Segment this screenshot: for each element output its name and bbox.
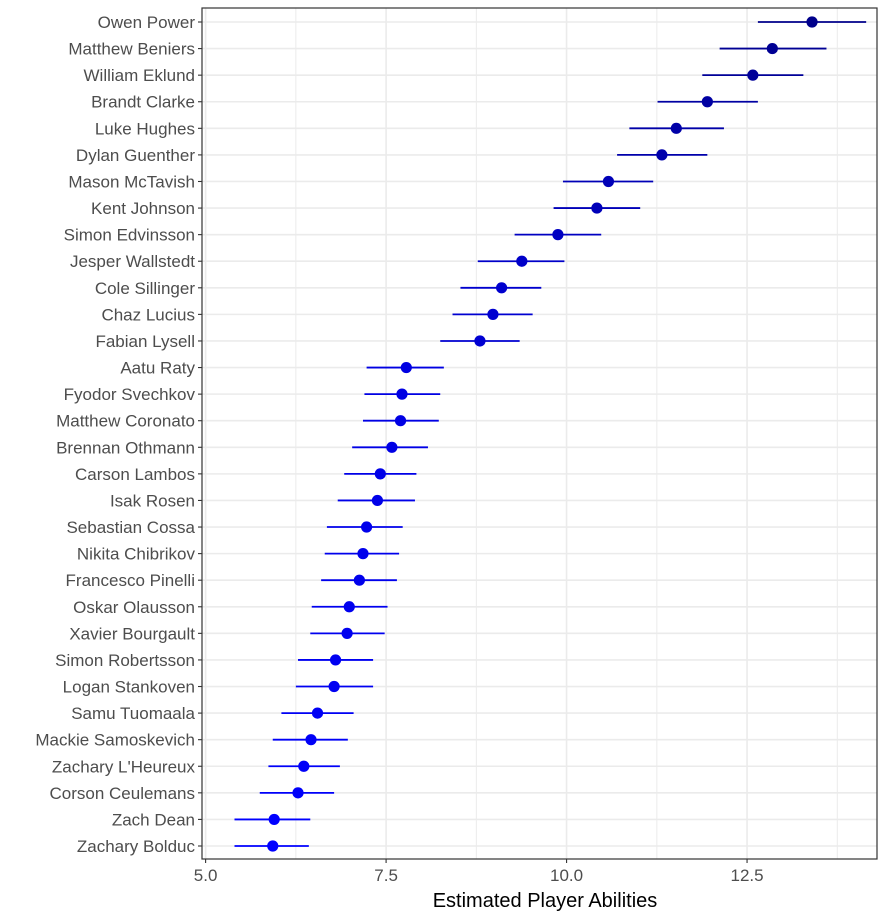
player-name-label: Fyodor Svechkov — [64, 385, 196, 404]
estimate-point — [394, 415, 407, 427]
estimate-point — [298, 760, 310, 772]
player-name-label: Nikita Chibrikov — [77, 545, 196, 564]
x-tick-label: 5.0 — [194, 866, 218, 885]
x-tick-label: 12.5 — [731, 866, 764, 885]
player-name-label: Simon Edvinsson — [64, 226, 195, 245]
estimate-point — [766, 42, 778, 55]
panel-background — [202, 8, 877, 859]
player-name-label: Matthew Coronato — [56, 412, 195, 431]
player-name-label: Corson Ceulemans — [49, 784, 195, 803]
player-name-label: Carson Lambos — [75, 465, 195, 484]
estimate-point — [371, 494, 384, 507]
estimate-point — [343, 601, 355, 613]
player-name-label: Luke Hughes — [95, 119, 195, 138]
player-name-label: Mason McTavish — [68, 172, 195, 191]
estimate-point — [495, 282, 508, 294]
estimate-point — [268, 813, 280, 826]
x-axis: 5.0 7.5 10.0 12.5 — [194, 859, 764, 885]
x-tick-label: 10.0 — [550, 866, 583, 885]
player-name-label: Zachary Bolduc — [77, 837, 196, 856]
player-name-label: Samu Tuomaala — [71, 704, 195, 723]
estimate-point — [357, 548, 369, 560]
x-tick-label: 7.5 — [374, 866, 398, 885]
estimate-point — [747, 69, 759, 81]
player-name-label: Mackie Samoskevich — [35, 731, 195, 750]
estimate-point — [591, 202, 603, 214]
estimate-point — [670, 122, 682, 134]
player-name-label: Isak Rosen — [110, 491, 195, 510]
estimate-point — [552, 229, 564, 241]
player-name-label: Dylan Guenther — [76, 146, 195, 165]
estimate-point — [311, 707, 324, 719]
estimate-point — [516, 255, 528, 267]
estimate-point — [341, 627, 353, 639]
player-name-label: William Eklund — [84, 66, 195, 85]
player-name-label: Matthew Beniers — [68, 40, 195, 59]
estimate-point — [474, 335, 486, 347]
player-name-label: Owen Power — [98, 13, 196, 32]
estimate-point — [656, 149, 668, 161]
player-name-label: Kent Johnson — [91, 199, 195, 218]
player-name-label: Zachary L'Heureux — [52, 757, 196, 776]
player-name-label: Oskar Olausson — [73, 598, 195, 617]
estimate-point — [806, 16, 818, 28]
panel-border — [201, 7, 878, 860]
player-name-label: Sebastian Cossa — [66, 518, 195, 537]
grid-layer — [202, 8, 877, 859]
y-axis: Owen Power Matthew Beniers William Eklund B… — [35, 13, 202, 856]
player-name-label: Cole Sillinger — [95, 279, 195, 298]
estimate-point — [292, 787, 304, 799]
estimate-point — [329, 654, 342, 666]
estimate-point — [396, 388, 408, 400]
player-name-label: Fabian Lysell — [95, 332, 195, 351]
x-axis-title: Estimated Player Abilities — [433, 890, 658, 912]
player-name-label: Simon Robertsson — [55, 651, 195, 670]
point-layer — [267, 16, 818, 852]
player-name-label: Francesco Pinelli — [66, 571, 195, 590]
player-name-label: Aatu Raty — [120, 359, 195, 378]
estimate-point — [305, 734, 317, 746]
player-name-label: Xavier Bourgault — [69, 624, 195, 643]
player-name-label: Brennan Othmann — [56, 438, 195, 457]
estimate-point — [701, 96, 713, 108]
player-name-label: Zach Dean — [112, 810, 195, 829]
estimate-point — [267, 840, 279, 852]
player-name-label: Chaz Lucius — [101, 305, 195, 324]
player-name-label: Jesper Wallstedt — [70, 252, 195, 271]
player-name-label: Logan Stankoven — [63, 678, 195, 697]
estimate-point — [353, 574, 365, 586]
player-name-label: Brandt Clarke — [91, 93, 195, 112]
estimate-point — [602, 175, 615, 188]
estimate-point — [487, 308, 499, 320]
estimate-point — [386, 441, 398, 453]
estimate-point — [374, 468, 386, 480]
estimate-point — [400, 361, 412, 374]
estimate-point — [328, 680, 340, 693]
estimate-point — [360, 521, 373, 533]
